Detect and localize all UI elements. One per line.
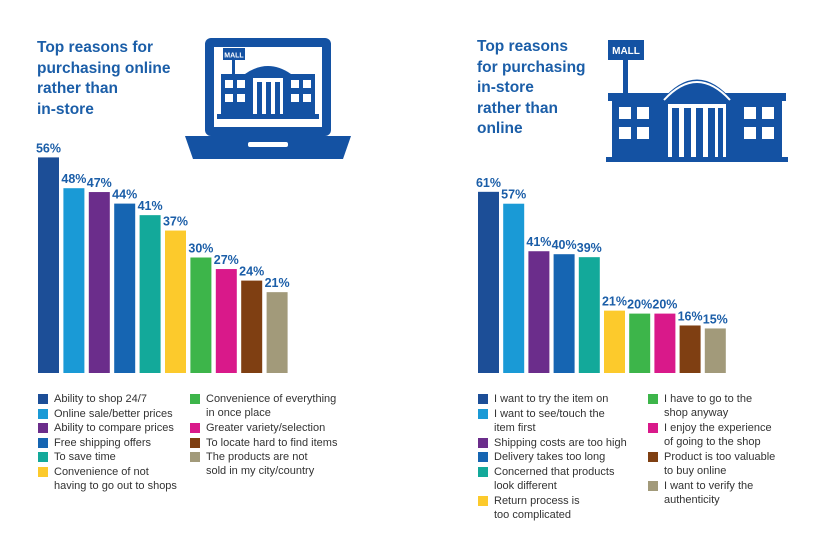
legend-label: Shipping costs are too high bbox=[494, 436, 627, 449]
legend-swatch bbox=[648, 481, 658, 491]
bar-value-label: 44% bbox=[112, 188, 137, 202]
legend-swatch bbox=[478, 437, 488, 448]
bar-value-label: 41% bbox=[138, 199, 163, 213]
legend-swatch bbox=[648, 394, 658, 404]
bar-value-label: 20% bbox=[652, 298, 677, 312]
legend-label: I want to try the item on bbox=[494, 393, 609, 405]
legend-swatch bbox=[478, 495, 488, 506]
bar-8 bbox=[215, 269, 237, 373]
bar-2 bbox=[63, 188, 85, 373]
legend-swatch bbox=[190, 452, 200, 462]
icon-mall-label: MALL bbox=[612, 46, 640, 57]
bar-value-label: 21% bbox=[602, 295, 627, 309]
laptop-mall-icon: MALL bbox=[185, 38, 351, 159]
legend-label: Delivery takes too long bbox=[494, 451, 606, 463]
bar-value-label: 61% bbox=[476, 176, 501, 190]
legend-swatch bbox=[190, 394, 200, 404]
bar-value-label: 30% bbox=[188, 242, 213, 256]
bar-value-label: 39% bbox=[577, 241, 602, 255]
bar-value-label: 15% bbox=[703, 312, 728, 326]
bar-8 bbox=[654, 313, 676, 373]
bar-2 bbox=[503, 203, 525, 373]
legend-label: Convenience of everything in once place bbox=[206, 393, 337, 419]
legend-swatch bbox=[38, 423, 48, 433]
icon-mall-label: MALL bbox=[224, 53, 244, 60]
bar-value-label: 21% bbox=[265, 276, 290, 290]
legend-swatch bbox=[648, 423, 658, 433]
legend-label: I have to go to the shop anyway bbox=[664, 393, 753, 419]
legend-label: Ability to shop 24/7 bbox=[54, 393, 147, 405]
legend-label: The products are not sold in my city/cou… bbox=[206, 451, 315, 477]
mall-building-icon: MALL bbox=[606, 40, 788, 162]
legend-label: Return process is too complicated bbox=[494, 494, 580, 521]
legend-label: Convenience of not having to go out to s… bbox=[54, 465, 177, 492]
online-bar-chart: 56% 48% 47%44%41%37%30%27%24%21% bbox=[36, 141, 290, 373]
legend-swatch bbox=[478, 408, 488, 419]
bar-1 bbox=[478, 191, 499, 373]
legend-swatch bbox=[190, 423, 200, 433]
chart-title: Top reasons for purchasing online rather… bbox=[37, 39, 171, 118]
legend-label: To save time bbox=[54, 451, 116, 463]
bar-5 bbox=[139, 215, 161, 373]
legend-swatch bbox=[478, 452, 488, 462]
legend-label: Ability to compare prices bbox=[54, 422, 174, 434]
chart-title: Top reasons for purchasing in-store rath… bbox=[477, 38, 586, 137]
bar-1 bbox=[38, 157, 59, 373]
legend-swatch bbox=[38, 452, 48, 462]
bar-6 bbox=[165, 230, 186, 373]
legend-swatch bbox=[478, 394, 488, 404]
bar-9 bbox=[241, 280, 263, 373]
bar-6 bbox=[604, 310, 625, 373]
bar-10 bbox=[266, 292, 288, 373]
legend-label: I want to see/touch the item first bbox=[494, 407, 605, 434]
bar-value-label: 37% bbox=[163, 215, 188, 229]
legend-swatch bbox=[38, 394, 48, 404]
bar-value-label: 56% bbox=[36, 141, 61, 155]
legend-label: I want to verify the authenticity bbox=[664, 480, 754, 506]
legend-label: Greater variety/selection bbox=[206, 422, 326, 434]
legend-label: I enjoy the experience of going to the s… bbox=[664, 422, 772, 448]
legend-label: Product is too valuable to buy online bbox=[664, 451, 776, 477]
bar-3 bbox=[88, 192, 110, 373]
bar-9 bbox=[679, 325, 701, 373]
bar-4 bbox=[114, 203, 136, 373]
legend-swatch bbox=[38, 437, 48, 448]
legend-swatch bbox=[478, 466, 488, 477]
legend-swatch bbox=[190, 437, 200, 448]
legend-swatch bbox=[38, 408, 48, 419]
bar-value-label: 27% bbox=[214, 253, 239, 267]
bar-value-label: 20% bbox=[627, 298, 652, 312]
bar-value-label: 48% bbox=[61, 172, 86, 186]
legend-label: Free shipping offers bbox=[54, 436, 152, 449]
legend-label: Concerned that products look different bbox=[494, 465, 615, 492]
bar-10 bbox=[704, 328, 726, 373]
legend-label: To locate hard to find items bbox=[206, 436, 338, 449]
legend-swatch bbox=[648, 452, 658, 462]
bar-3 bbox=[528, 251, 550, 373]
bar-value-label: 47% bbox=[87, 176, 112, 190]
instore-bar-chart: 61%57%41% 40% 39%21% 20% 20%16% 15% bbox=[476, 176, 728, 373]
bar-value-label: 16% bbox=[678, 309, 703, 323]
bar-7 bbox=[629, 313, 651, 373]
bar-7 bbox=[190, 257, 212, 373]
bar-value-label: 24% bbox=[239, 265, 264, 279]
bar-value-label: 41% bbox=[526, 235, 551, 249]
legend-swatch bbox=[38, 466, 48, 477]
online-chart-panel: Top reasons for purchasing online rather… bbox=[0, 0, 413, 553]
bar-4 bbox=[553, 254, 575, 373]
bar-5 bbox=[578, 257, 600, 373]
instore-chart-panel: Top reasons for purchasing in-store rath… bbox=[413, 0, 827, 553]
bar-value-label: 57% bbox=[501, 188, 526, 202]
bar-value-label: 40% bbox=[552, 238, 577, 252]
legend-label: Online sale/better prices bbox=[54, 407, 173, 420]
